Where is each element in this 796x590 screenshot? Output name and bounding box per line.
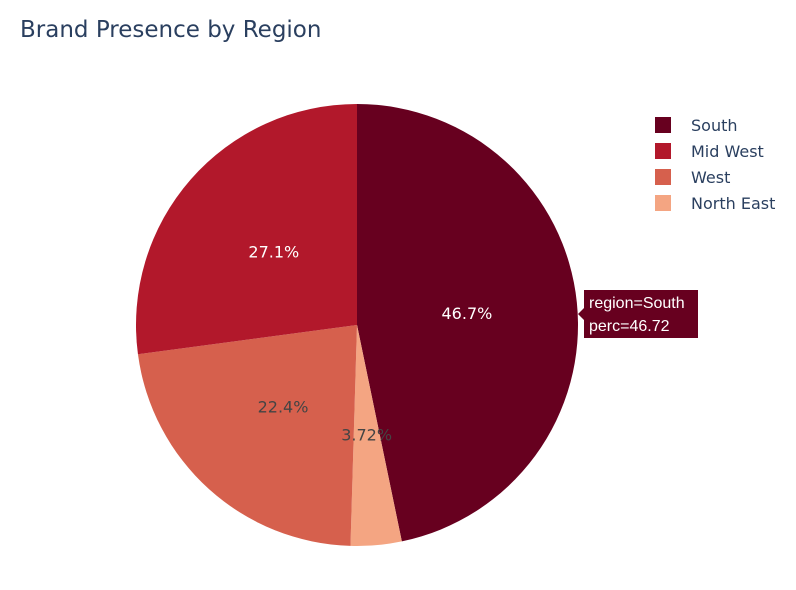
legend-label-west[interactable]: West: [691, 168, 730, 187]
hover-tooltip: region=South perc=46.72: [578, 290, 698, 338]
pie-slice-labels: 46.7% 3.72% 22.4% 27.1%: [248, 243, 492, 445]
pie-slice-north-east[interactable]: [350, 325, 402, 546]
pie-slice-west[interactable]: [137, 325, 357, 546]
chart-title: Brand Presence by Region: [20, 17, 321, 43]
legend-swatch-west[interactable]: [655, 169, 671, 185]
tooltip-box: [578, 290, 698, 338]
legend-label-mid-west[interactable]: Mid West: [691, 142, 764, 161]
legend-swatch-mid-west[interactable]: [655, 143, 671, 159]
legend: South Mid West West North East: [655, 116, 775, 213]
tooltip-line-region: region=South: [589, 295, 685, 312]
slice-label-mid-west: 27.1%: [248, 243, 299, 262]
legend-swatch-north-east[interactable]: [655, 195, 671, 211]
pie-slices: [136, 104, 579, 546]
pie-slice-south[interactable]: [357, 104, 579, 542]
legend-swatch-south[interactable]: [655, 117, 671, 133]
legend-label-north-east[interactable]: North East: [691, 194, 775, 213]
slice-label-south: 46.7%: [442, 304, 493, 323]
slice-label-north-east: 3.72%: [341, 426, 392, 445]
tooltip-line-perc: perc=46.72: [589, 318, 670, 335]
pie-slice-mid-west[interactable]: [136, 104, 357, 355]
legend-label-south[interactable]: South: [691, 116, 738, 135]
slice-label-west: 22.4%: [258, 398, 309, 417]
